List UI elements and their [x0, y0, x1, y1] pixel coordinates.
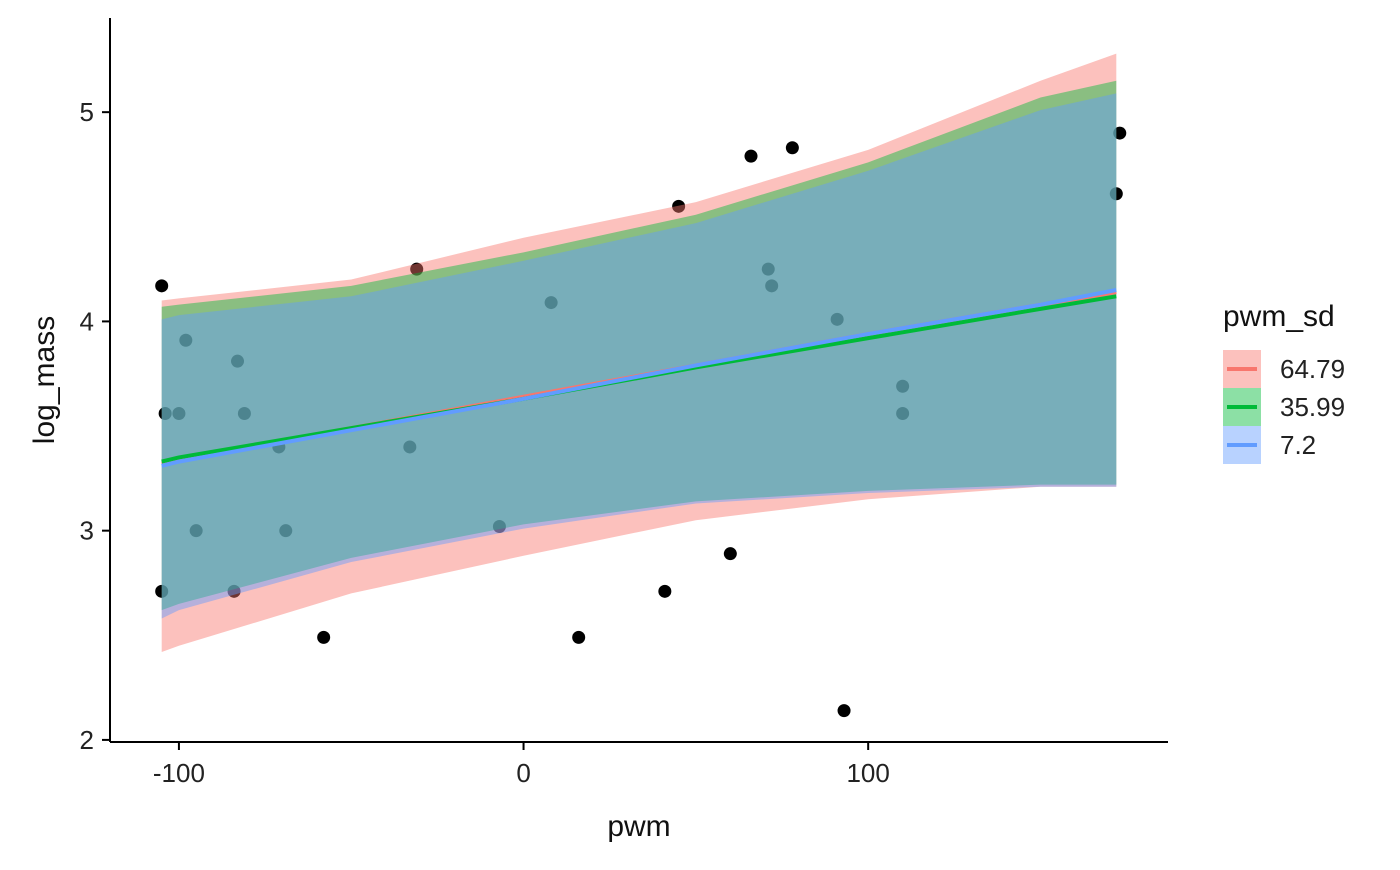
legend-title: pwm_sd — [1223, 300, 1335, 333]
axes — [109, 18, 1168, 743]
y-tick-label: 2 — [80, 725, 94, 755]
data-point — [1113, 126, 1127, 140]
data-point — [179, 333, 193, 347]
data-point — [492, 519, 506, 533]
data-point — [830, 312, 844, 326]
data-point — [227, 584, 241, 598]
data-point — [544, 296, 558, 310]
y-axis-title: log_mass — [28, 316, 61, 444]
data-point — [158, 406, 172, 420]
data-point — [231, 354, 245, 368]
y-tick-label: 3 — [80, 516, 94, 546]
legend-label: 35.99 — [1280, 392, 1345, 422]
data-point — [189, 524, 203, 538]
data-point — [317, 630, 331, 644]
data-point — [837, 704, 851, 718]
legend-item-35.99: 35.99 — [1223, 388, 1345, 426]
data-point — [403, 440, 417, 454]
data-point — [279, 524, 293, 538]
data-point — [237, 406, 251, 420]
legend-item-64.79: 64.79 — [1223, 350, 1345, 388]
x-tick-label: 0 — [516, 758, 530, 788]
legend-item-7.2: 7.2 — [1223, 426, 1316, 464]
data-point — [172, 406, 186, 420]
y-tick-label: 5 — [80, 97, 94, 127]
data-point — [155, 584, 169, 598]
legend-label: 64.79 — [1280, 354, 1345, 384]
ribbon-7.2 — [161, 93, 1117, 619]
data-points — [155, 126, 1127, 718]
data-point — [1109, 187, 1123, 201]
ribbon-35.99 — [161, 80, 1117, 611]
y-ticks: 2 3 4 5 — [80, 97, 110, 755]
y-tick-label: 4 — [80, 306, 94, 336]
data-point — [410, 262, 424, 276]
data-point — [761, 262, 775, 276]
data-point — [723, 547, 737, 561]
legend-keys: 64.79 35.99 7.2 — [1223, 350, 1345, 464]
x-tick-label: 100 — [846, 758, 889, 788]
fit-line-7.2 — [161, 288, 1117, 468]
x-axis-title: pwm — [607, 810, 670, 843]
data-point — [744, 149, 758, 163]
data-point — [896, 406, 910, 420]
data-point — [658, 584, 672, 598]
data-point — [672, 199, 686, 213]
fit-lines — [161, 288, 1117, 468]
legend-label: 7.2 — [1280, 430, 1316, 460]
data-point — [765, 279, 779, 293]
legend: pwm_sd 64.79 35.99 7.2 — [1223, 300, 1345, 464]
data-point — [572, 630, 586, 644]
x-tick-label: -100 — [153, 758, 205, 788]
data-point — [785, 141, 799, 155]
x-ticks: -100 0 100 — [153, 742, 890, 788]
ribbons — [161, 53, 1117, 653]
ribbon-64.79 — [161, 53, 1117, 653]
data-point — [155, 279, 169, 293]
data-point — [896, 379, 910, 393]
